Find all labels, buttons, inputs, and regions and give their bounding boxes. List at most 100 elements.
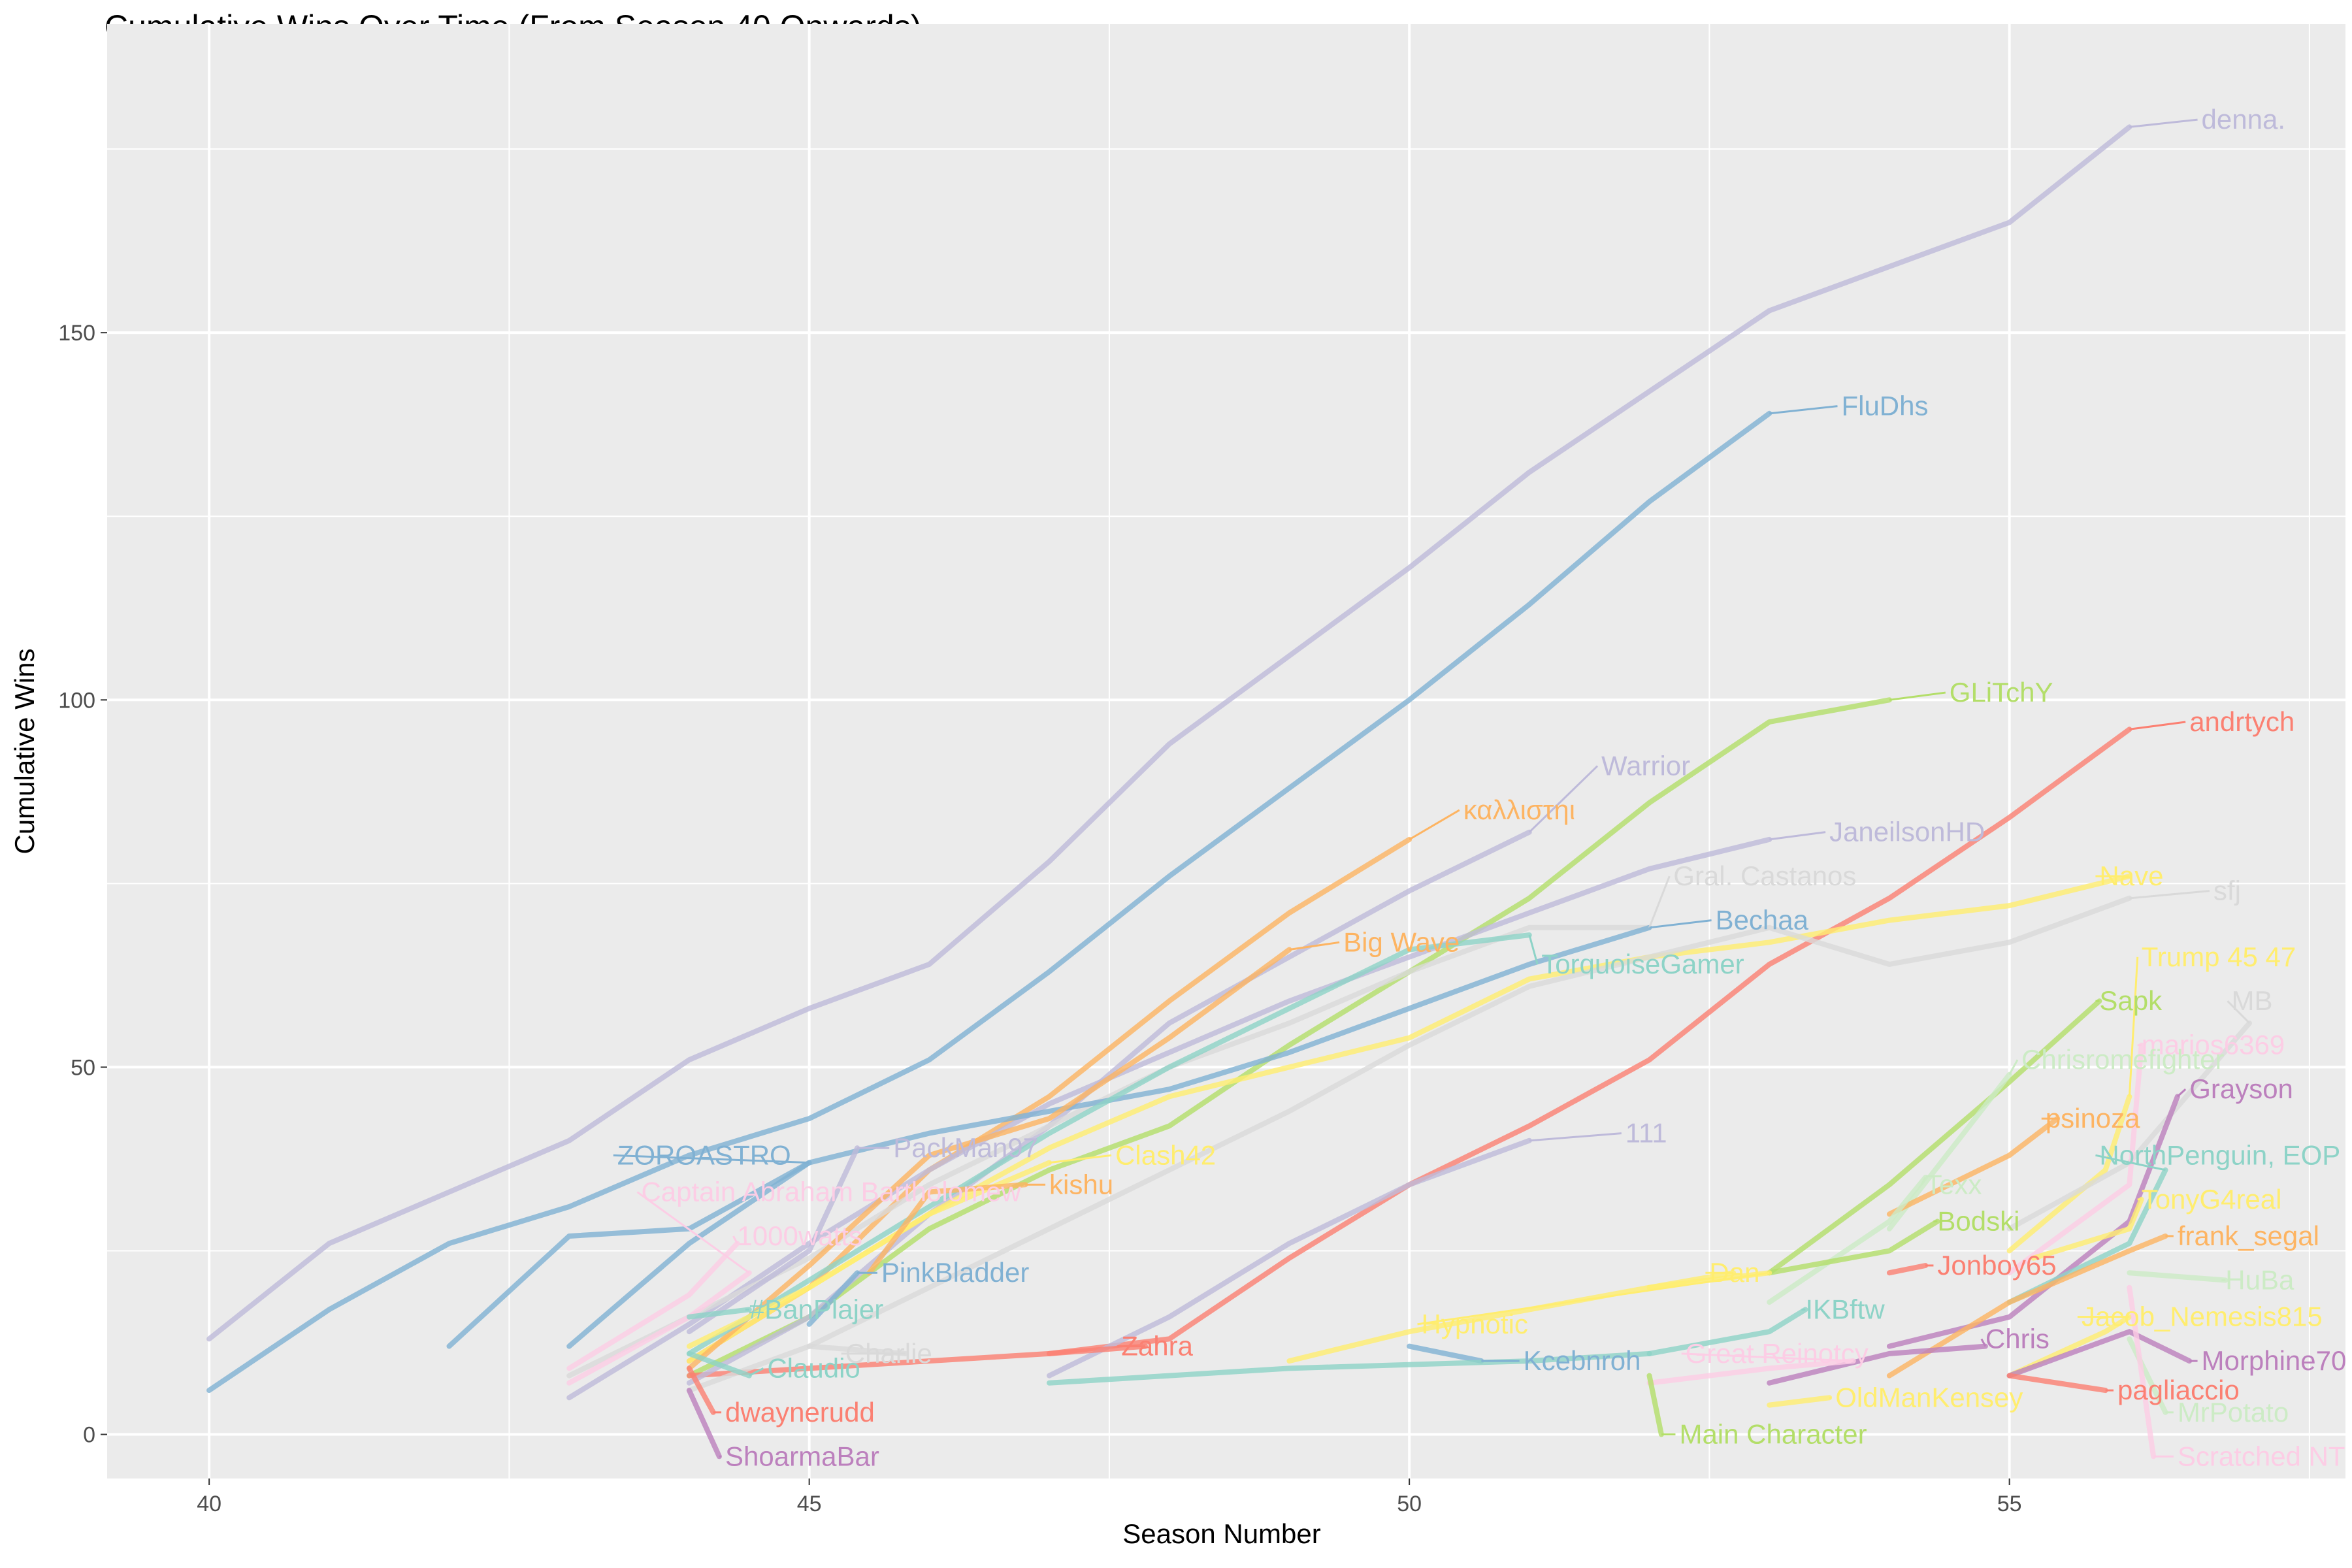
label-leader-line [1980,1338,1987,1347]
series-label: Jonboy65 [1937,1250,2056,1281]
series-line [1767,1175,1929,1305]
series-label: 111 [1625,1118,1667,1149]
series-label: Nave [2099,860,2163,891]
series-line [686,895,2132,1394]
series-line [1886,1094,2180,1349]
series-label: Sapk [2099,985,2163,1016]
series-line [2006,1042,2144,1276]
series-label: Hypnotic [1422,1309,1528,1339]
series-label: IKBftw [1805,1294,1885,1324]
series-line [2127,1284,2157,1460]
series-label: Captain Abraham Bartholomew [641,1177,1021,1207]
series-label: Main Character [1679,1419,1867,1450]
label-leader-line [1417,1271,1770,1326]
series-line [566,924,1652,1379]
series-label: MrPotato [2178,1397,2289,1428]
label-leader-line [1681,1352,1854,1362]
series-lines [206,124,2252,1460]
series-line [1047,1350,1652,1386]
series-line [2127,1336,2168,1415]
x-tick-label: 50 [1397,1492,1422,1516]
series-label: JaneilsonHD [1829,817,1985,847]
series-label: psinoza [2046,1103,2140,1134]
label-leader-line [2129,890,2210,900]
series-label: marios6369 [2142,1030,2285,1060]
x-axis-title: Season Number [1122,1518,1321,1549]
series-label: MB [2231,985,2272,1016]
series-line [2006,1329,2193,1379]
series-line [1646,1307,1808,1356]
series-label: Texx [1925,1169,1982,1200]
series-label: Gral. Castanos [1673,860,1856,891]
series-label: PinkBladder [881,1257,1029,1288]
series-label: Claudio [767,1352,860,1383]
series-labels: denna. FluDhs GLiTchY andrtych Warrior καλλισ… [613,104,2347,1471]
series-label: TonyG4real [2142,1184,2282,1215]
series-label: Bechaa [1716,905,1809,936]
series-label: FluDhs [1841,391,1928,421]
label-leader-line [2129,118,2198,128]
label-leader-line [1769,405,1838,415]
series-line [2127,1270,2229,1283]
series-label: Big Wave [1343,926,1460,957]
series-label: sfj [2213,875,2241,906]
series-line [1646,1373,1664,1437]
series-label: Trump 45 47 [2142,941,2296,972]
label-leader-line [2129,721,2186,730]
label-leader-line [2095,1154,2166,1171]
series-label: ZOROASTRO [617,1139,791,1170]
label-leader-line [1889,691,1946,701]
y-tick-label: 0 [83,1423,95,1448]
x-tick-label: 55 [1997,1492,2022,1516]
series-label: ShoarmaBar [725,1441,879,1471]
series-line [686,1388,722,1460]
series-label: Charlie [845,1338,932,1369]
series-label: Clash42 [1115,1139,1216,1170]
series-label: Scratched NT [2178,1441,2345,1471]
label-leader-line [1920,1177,1927,1186]
series-line [686,932,1532,1356]
series-line [686,1365,716,1415]
series-line [1767,1218,1940,1276]
series-label: Morphine70 [2202,1345,2347,1376]
y-axis-ticks: 0 50 100 150 [58,321,107,1448]
label-leader-line [2008,1059,2019,1075]
series-line [1886,1233,2168,1379]
series-label: #BanPlajer [749,1294,883,1324]
series-line [686,697,1892,1379]
label-leader-line [1049,1154,1112,1164]
series-label: NorthPenguin, EOP [2099,1139,2340,1170]
label-leader-line [1769,831,1826,841]
series-line [1407,1343,1484,1364]
label-leader-line [1649,919,1712,929]
label-leader-line [1648,875,1671,928]
series-line [806,1270,860,1327]
series-line [686,1350,752,1379]
y-tick-label: 50 [71,1055,95,1080]
series-line [686,1307,752,1320]
x-axis-ticks: 40 45 50 55 [197,1478,2022,1516]
series-line [206,124,2132,1342]
series-label: καλλιστηι [1463,794,1575,825]
series-label: Zahra [1121,1331,1193,1362]
series-label: Jacob_Nemesis815 [2082,1301,2323,1332]
series-label: Chrisromefighter [2021,1044,2224,1075]
label-leader-line [1528,934,1539,965]
series-line [1767,1395,1833,1408]
series-label: TorquoiseGamer [1541,949,1744,979]
label-leader-line [2128,956,2139,1097]
series-label: kishu [1049,1169,1113,1200]
label-leader-line [1529,1132,1622,1142]
series-label: PackMan97 [893,1132,1038,1163]
series-line [1767,998,2102,1276]
series-label: OldManKensey [1835,1382,2023,1413]
series-label: dwaynerudd [725,1397,875,1428]
series-line [2031,1196,2144,1261]
label-leader-line [613,1154,809,1164]
series-label: HuBa [2225,1264,2295,1295]
series-line [686,1145,860,1335]
series-line [1047,1137,1532,1379]
series-line [566,1241,740,1371]
series-label: pagliaccio [2117,1375,2240,1405]
